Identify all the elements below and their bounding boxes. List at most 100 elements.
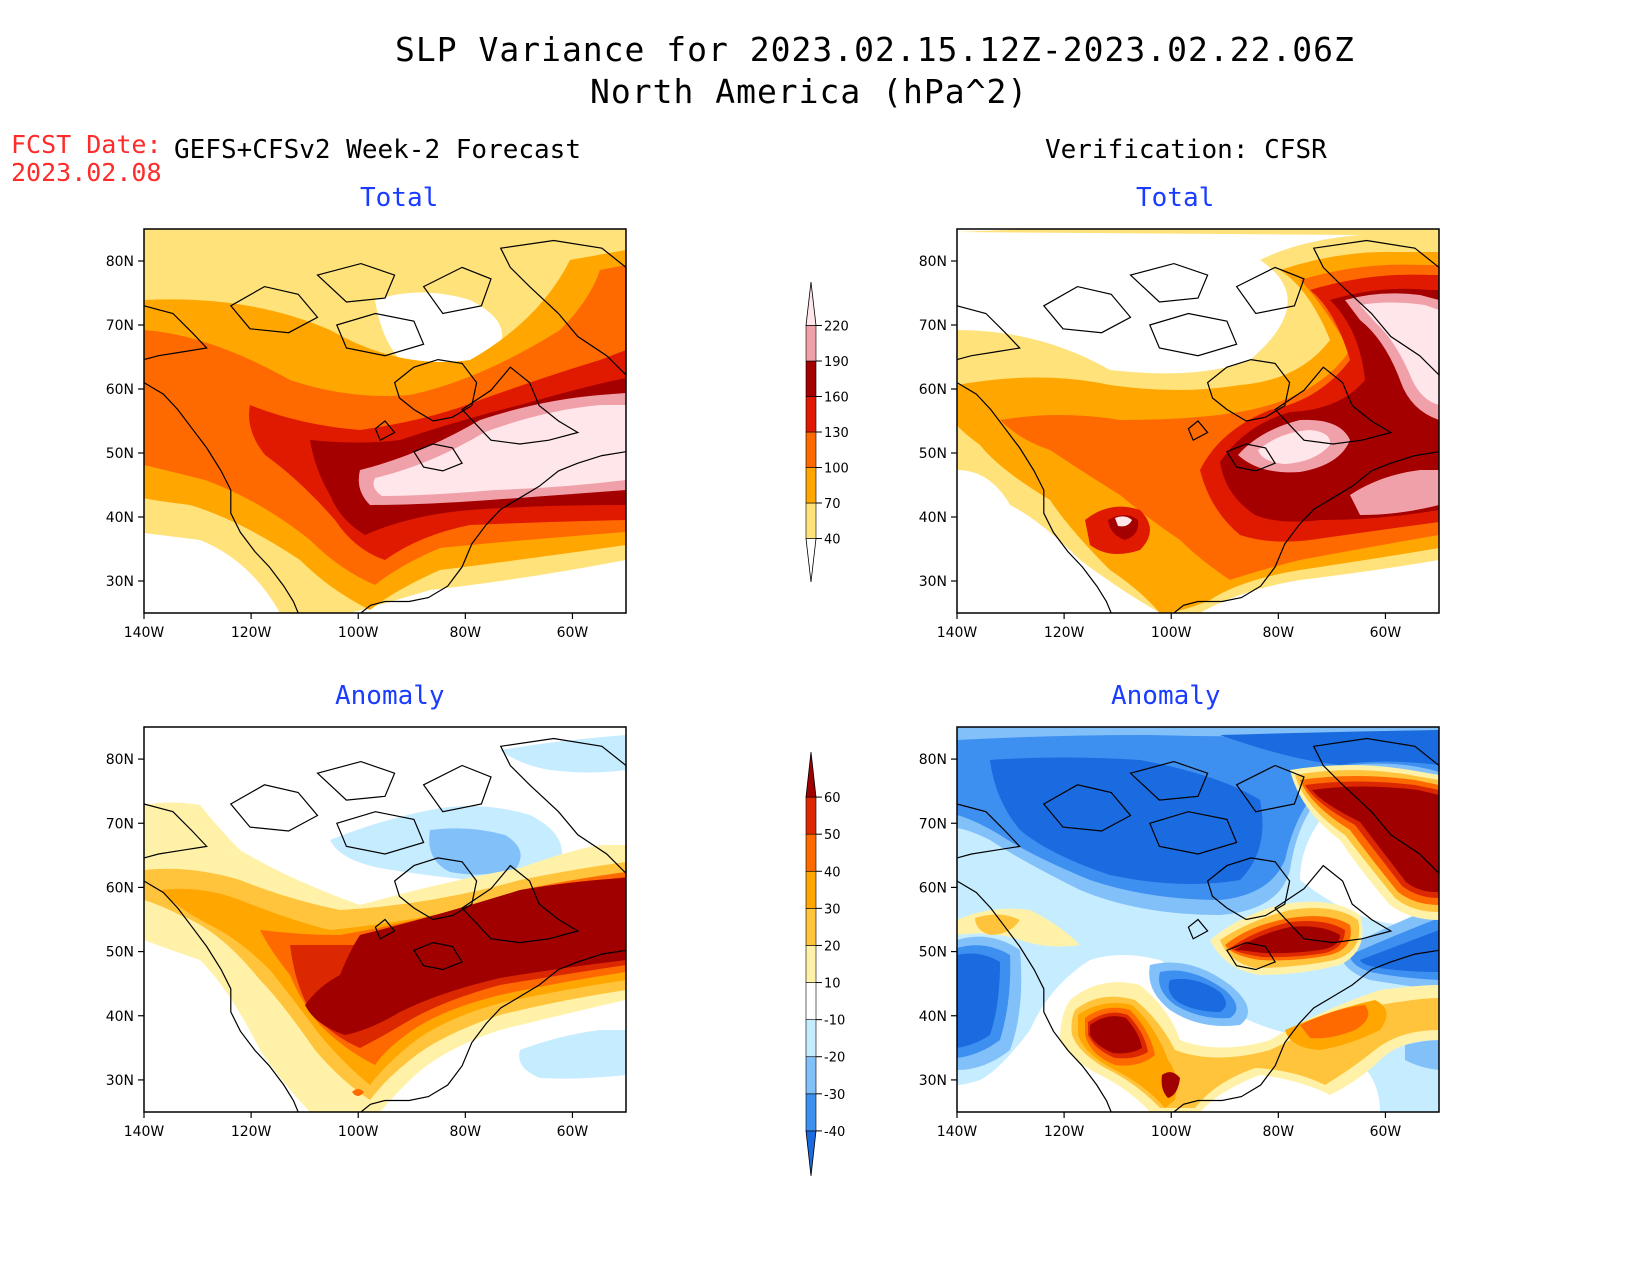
forecast-anomaly-map: [144, 727, 626, 1112]
colorbar-swatch: [805, 538, 817, 583]
lon-tick-label: 120W: [231, 1124, 272, 1140]
colorbar-swatch: [805, 467, 817, 504]
forecast-total-coast-segment: [335, 312, 425, 357]
fill-pos-60-d: [1161, 1072, 1180, 1098]
verification-total-coast-segment: [1129, 262, 1209, 303]
verification-anomaly-coast-segment: [1206, 857, 1291, 921]
fill-neg-40-d: [1168, 978, 1226, 1012]
colorbar-label: -20: [824, 1051, 845, 1066]
colorbar-swatch: [805, 325, 817, 362]
forecast-total-title: Total: [360, 183, 439, 213]
colorbar-label: 70: [824, 497, 841, 512]
lat-tick-label: 40N: [919, 510, 947, 526]
lon-tick-label: 140W: [124, 625, 165, 641]
forecast-total-frame: [143, 228, 627, 614]
map-overlays: 140W 120W 100W 80W 60W80N70N60N50N40N30N140W…: [106, 228, 1440, 1140]
lon-tick-label: 120W: [1044, 1124, 1085, 1140]
verification-column-header: Verification: CFSR: [1045, 135, 1327, 165]
fcst-date-value: 2023.02.08: [11, 158, 162, 187]
forecast-anomaly-coast-segment: [143, 880, 299, 1113]
verification-total-coast-segment: [1187, 420, 1209, 442]
lon-tick-label: 140W: [937, 1124, 978, 1140]
colorbar-label: 130: [824, 426, 849, 441]
forecast-total-coast-segment: [229, 285, 319, 334]
fill-neg-10-c: [519, 1030, 626, 1079]
verification-total-coastlines: 140W 120W 100W 80W 60W 80N 70N 60N 50N 40N 30N: [919, 228, 1440, 641]
lon-tick-label: 120W: [1044, 625, 1085, 641]
forecast-column-header: GEFS+CFSv2 Week-2 Forecast: [174, 135, 581, 165]
lon-tick-label: 140W: [937, 625, 978, 641]
verification-anomaly-coast-segment: [956, 803, 1021, 859]
verification-anomaly-coast-segment: [1042, 784, 1132, 832]
colorbar-label: 100: [824, 462, 849, 477]
forecast-anomaly-coast-segment: [316, 760, 396, 801]
verification-anomaly-coast-segment: [956, 880, 1112, 1113]
lon-tick-label: 60W: [1370, 1124, 1402, 1140]
colorbar-label: 40: [824, 533, 841, 548]
forecast-total-coastlines: 140W 120W 100W 80W 60W 80N 70N 60N 50N 40N 30N: [106, 228, 627, 641]
fill-dot: [352, 1089, 364, 1096]
colorbar-label: 60: [824, 791, 841, 806]
forecast-total-coast-segment: [393, 358, 478, 422]
colorbar-label: 20: [824, 939, 841, 954]
fill-neg-40-b: [1220, 730, 1439, 765]
lon-tick-label: 100W: [338, 1124, 379, 1140]
lat-tick-label: 70N: [919, 816, 947, 832]
fill-neg-40-e: [1360, 930, 1439, 972]
lat-tick-label: 60N: [919, 382, 947, 398]
colorbar-label: -30: [824, 1088, 845, 1103]
colorbar-swatch: [805, 431, 817, 468]
colorbar-label: 40: [824, 865, 841, 880]
verification-anomaly-coast-segment: [1235, 764, 1305, 813]
fill-neg-10-b: [500, 735, 626, 773]
lat-tick-label: 70N: [919, 318, 947, 334]
forecast-total-coast-segment: [316, 262, 396, 303]
colorbar-label: 50: [824, 828, 841, 843]
colorbar-swatch: [805, 502, 817, 539]
lat-tick-label: 30N: [919, 1073, 947, 1089]
fill-60-plus: [305, 878, 626, 1035]
page-subtitle: North America (hPa^2): [590, 72, 1029, 111]
colorbar-label: 190: [824, 355, 849, 370]
colorbar-label: -10: [824, 1014, 845, 1029]
verification-anomaly-coast-segment: [1187, 918, 1209, 940]
forecast-total-coast-segment: [413, 443, 463, 472]
fill-220-plus-c: [1115, 516, 1132, 527]
colorbar-swatch: [805, 982, 817, 1020]
colorbar-swatch: [805, 796, 817, 835]
fill-pos-60-b: [1235, 926, 1340, 954]
fill-220-plus: [1258, 430, 1331, 464]
forecast-total-coast-segment: [374, 420, 396, 442]
forecast-anomaly-coast-segment: [413, 941, 463, 971]
colorbar-swatch: [805, 281, 817, 326]
fill-pos-60-c: [1312, 786, 1439, 893]
fill-220-plus: [373, 405, 626, 496]
lat-tick-label: 40N: [106, 1009, 134, 1025]
lon-tick-label: 100W: [1151, 625, 1192, 641]
lon-tick-label: 80W: [1262, 1124, 1294, 1140]
forecast-anomaly-coast-segment: [229, 784, 319, 832]
colorbar-swatch: [805, 870, 817, 909]
lon-tick-label: 60W: [557, 1124, 589, 1140]
verification-anomaly-coast-segment: [1148, 811, 1238, 855]
lon-tick-label: 60W: [1370, 625, 1402, 641]
verification-anomaly-frame: [956, 726, 1440, 1113]
fill-pos-60: [1090, 1016, 1142, 1054]
forecast-anomaly-coast-segment: [393, 857, 478, 921]
total-colorbar: 40 70 100 130 160 190 220: [805, 281, 849, 583]
colorbar-swatch: [805, 360, 817, 397]
forecast-anomaly-title: Anomaly: [335, 681, 445, 711]
lat-tick-label: 30N: [919, 574, 947, 590]
verification-total-coast-segment: [1235, 266, 1305, 315]
fill-190-220-c: [1350, 470, 1439, 515]
verification-total-coast-segment: [1148, 312, 1238, 357]
forecast-total-coast-segment: [461, 366, 580, 445]
verification-total-title: Total: [1136, 183, 1215, 213]
lat-tick-label: 50N: [919, 446, 947, 462]
forecast-total-coast-segment: [422, 266, 492, 315]
lat-tick-label: 80N: [106, 254, 134, 270]
lat-tick-label: 50N: [106, 945, 134, 961]
lat-tick-label: 80N: [919, 254, 947, 270]
colorbar-label: -40: [824, 1125, 845, 1140]
